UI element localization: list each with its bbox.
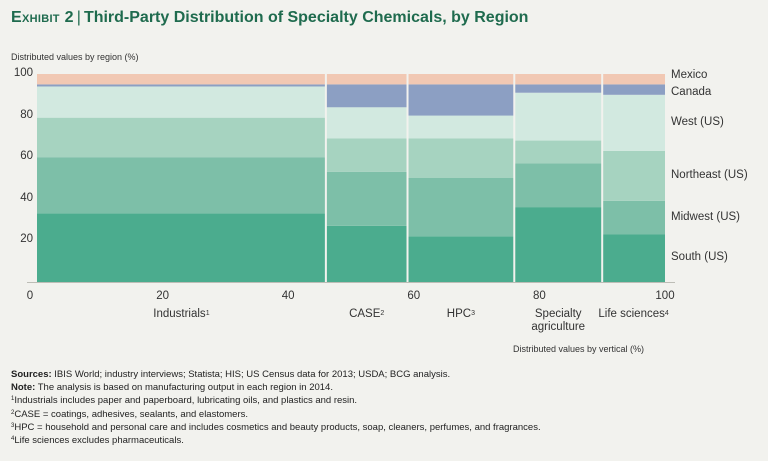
y-tick-label: 100: [13, 67, 33, 79]
x-tick-label: 0: [26, 290, 34, 302]
x-tick-label: 100: [655, 290, 675, 302]
x-tick-label: 60: [407, 290, 421, 302]
segment-case-northeast-us: [325, 138, 408, 172]
segment-hpc-canada: [407, 84, 515, 116]
footnotes: Sources: IBIS World; industry interviews…: [11, 368, 541, 447]
segment-case-west-us: [325, 107, 408, 139]
y-tick-label: 40: [20, 191, 33, 204]
category-label-specialty-agriculture: Specialty agriculture: [531, 308, 586, 333]
title-separator: |: [76, 9, 81, 26]
segment-specialty-agriculture-northeast-us: [514, 140, 603, 164]
note-line: Note: The analysis is based on manufactu…: [11, 382, 333, 394]
x-tick-label: 80: [532, 290, 546, 302]
series-label-midwest-us: Midwest (US): [671, 210, 741, 223]
footnote-4: 4Life sciences excludes pharmaceuticals.: [11, 435, 184, 447]
segment-hpc-west-us: [407, 115, 515, 139]
series-label-northeast-us: Northeast (US): [671, 168, 748, 181]
series-label-south-us: South (US): [671, 251, 728, 264]
y-tick-label: 80: [20, 108, 33, 121]
segment-specialty-agriculture-midwest-us: [514, 163, 603, 208]
footnote-3: 3HPC = household and personal care and i…: [11, 421, 541, 433]
segment-life-sciences-south-us: [602, 234, 665, 282]
series-label-canada: Canada: [671, 85, 712, 98]
segment-case-mexico: [325, 74, 408, 85]
segment-case-midwest-us: [325, 171, 408, 226]
segment-industrials-mexico: [37, 74, 326, 85]
segment-industrials-midwest-us: [37, 157, 326, 214]
segment-hpc-midwest-us: [407, 178, 515, 237]
x-axis-label: Distributed values by vertical (%): [513, 344, 645, 354]
segment-life-sciences-west-us: [602, 94, 665, 151]
y-tick-label: 60: [20, 150, 33, 163]
category-label-case: CASE2: [349, 308, 385, 320]
segment-life-sciences-northeast-us: [602, 150, 665, 201]
segment-hpc-northeast-us: [407, 138, 515, 178]
segment-case-canada: [325, 84, 408, 108]
segment-case-south-us: [325, 225, 408, 282]
exhibit-label: Exhibit 2: [11, 9, 74, 26]
y-axis-label: Distributed values by region (%): [11, 52, 139, 62]
segment-specialty-agriculture-south-us: [514, 207, 603, 282]
chart-title: Exhibit 2 | Third-Party Distribution of Sp…: [11, 9, 528, 27]
segment-industrials-canada: [37, 84, 326, 87]
x-tick-label: 20: [156, 290, 169, 302]
x-tick-label: 40: [281, 290, 295, 302]
segment-industrials-northeast-us: [37, 117, 326, 158]
segment-hpc-mexico: [407, 74, 515, 85]
category-label-life-sciences: Life sciences4: [598, 308, 669, 320]
segment-life-sciences-mexico: [602, 74, 665, 85]
footnote-1: 1Industrials includes paper and paperboa…: [11, 395, 358, 407]
footnote-2: 2CASE = coatings, adhesives, sealants, a…: [11, 408, 249, 420]
segment-specialty-agriculture-west-us: [514, 92, 603, 141]
segment-life-sciences-midwest-us: [602, 200, 665, 235]
segment-hpc-south-us: [407, 236, 515, 282]
category-label-hpc: HPC3: [446, 308, 475, 320]
series-label-west-us: West (US): [671, 115, 724, 128]
segment-industrials-south-us: [37, 213, 326, 282]
y-tick-label: 20: [20, 233, 33, 246]
segment-specialty-agriculture-canada: [514, 84, 603, 93]
series-label-mexico: Mexico: [671, 69, 708, 82]
sources-line: Sources: IBIS World; industry interviews…: [11, 369, 451, 380]
title-text: Third-Party Distribution of Specialty Ch…: [83, 9, 529, 26]
segment-specialty-agriculture-mexico: [514, 74, 603, 85]
category-label-industrials: Industrials1: [153, 308, 210, 320]
segment-industrials-west-us: [37, 86, 326, 118]
segment-life-sciences-canada: [602, 84, 665, 95]
